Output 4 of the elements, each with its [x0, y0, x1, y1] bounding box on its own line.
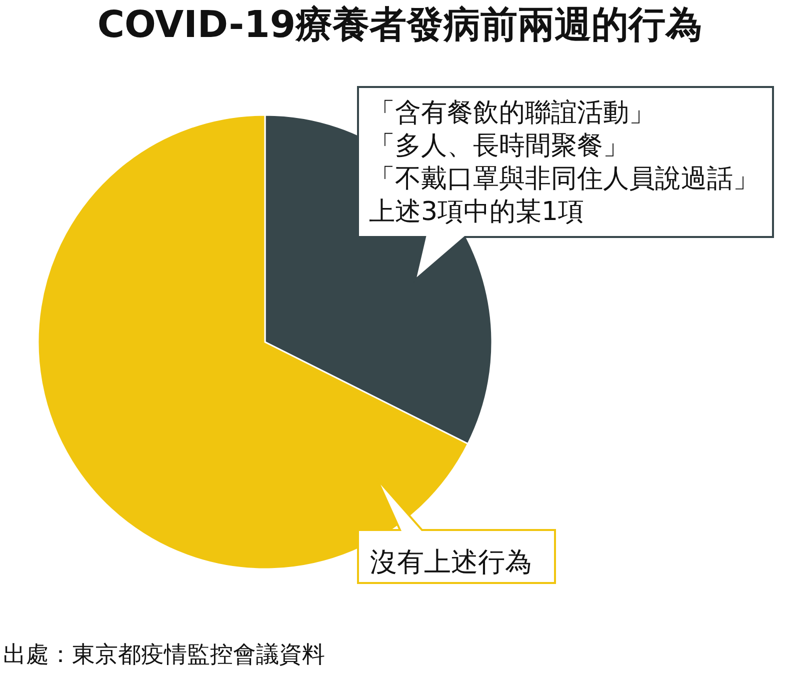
slice-label: 沒有上述行為	[370, 547, 532, 578]
slice-label: 「含有餐飲的聯誼活動」「多人、長時間聚餐」「不戴口罩與非同住人員說過話」上述3項中的某1項	[369, 98, 759, 227]
chart-title: COVID-19療養者發病前兩週的行為	[97, 3, 703, 46]
text: 出處：東京都疫情監控會議資料	[3, 642, 325, 668]
